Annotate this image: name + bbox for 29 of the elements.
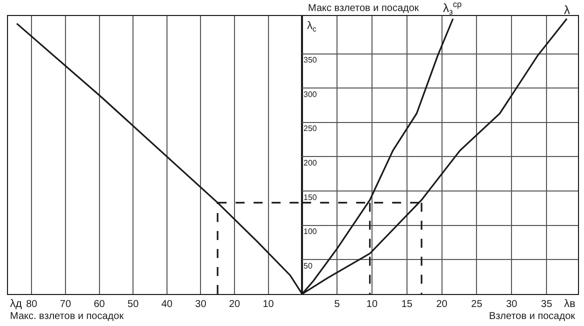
x-tick-label: 15 [401,299,413,310]
y-tick-label: 200 [304,158,318,168]
x-axis-title: Макс. взлетов и посадок [10,311,124,322]
x-tick-label: 10 [262,299,274,310]
x-tick-label: 30 [195,299,207,310]
x-tick-label: 80 [26,299,38,310]
x-tick-label: 35 [541,299,553,310]
x-tick-label: 25 [471,299,483,310]
x-tick-label: 5 [334,299,340,310]
x-tick-label: 20 [228,299,241,310]
y-tick-label: 250 [304,124,318,134]
text: λд [10,298,22,310]
x-tick-label: 20 [436,299,448,310]
y-tick-label: 150 [304,192,318,202]
y-axis-title: λ$_{c}$ [307,20,316,34]
series-label: λ [564,3,570,17]
y-tick-label: 300 [304,90,318,99]
x-axis-title: Взлетов и посадок [489,311,576,322]
y-tick-label: 100 [304,227,318,236]
y-tick-label: 50 [304,261,313,270]
chart-title: Макс взлетов и посадок [308,3,420,14]
x-tick-label: 70 [60,299,72,310]
x-tick-label: 40 [161,299,173,310]
x-tick-label: 30 [506,299,518,310]
text: λв [564,298,576,310]
x-tick-label: 60 [94,299,106,310]
y-tick-label: 350 [304,56,318,65]
x-tick-label: 50 [128,299,140,310]
x-tick-label: 10 [366,299,378,310]
